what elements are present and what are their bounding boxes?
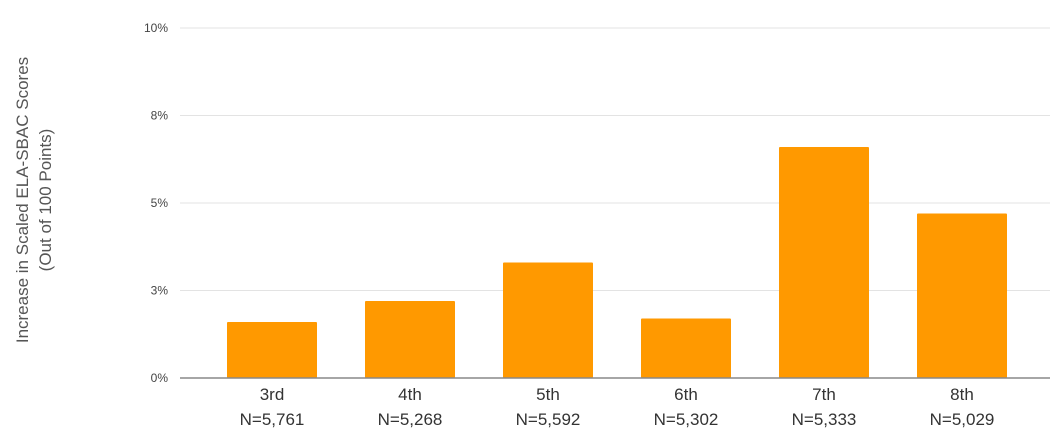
bar-8th <box>917 213 1007 378</box>
y-axis-ticks: 0% 3% 5% 8% 10% <box>144 21 168 385</box>
y-tick-label: 0% <box>151 371 169 385</box>
bars <box>227 147 1007 378</box>
x-axis-labels: 3rd N=5,761 4th N=5,268 5th N=5,592 6th N=5,302… <box>240 385 995 429</box>
gridlines <box>180 27 1050 291</box>
y-tick-label: 5% <box>151 196 169 210</box>
x-category-label: 8th <box>950 385 974 404</box>
x-sample-size-label: N=5,761 <box>240 410 305 429</box>
x-sample-size-label: N=5,268 <box>378 410 443 429</box>
y-axis-label-line-1: Increase in Scaled ELA-SBAC Scores <box>13 57 32 343</box>
x-sample-size-label: N=5,592 <box>516 410 581 429</box>
bar-7th <box>779 147 869 378</box>
y-tick-label: 10% <box>144 21 168 35</box>
y-axis-label-line-2: (Out of 100 Points) <box>36 129 55 272</box>
x-category-label: 5th <box>536 385 560 404</box>
x-category-label: 7th <box>812 385 836 404</box>
x-sample-size-label: N=5,029 <box>930 410 995 429</box>
x-category-label: 4th <box>398 385 422 404</box>
x-sample-size-label: N=5,302 <box>654 410 719 429</box>
x-category-label: 3rd <box>260 385 285 404</box>
bar-3rd <box>227 322 317 378</box>
x-sample-size-label: N=5,333 <box>792 410 857 429</box>
y-tick-label: 3% <box>151 284 169 298</box>
bar-6th <box>641 318 731 378</box>
x-category-label: 6th <box>674 385 698 404</box>
bar-4th <box>365 301 455 378</box>
y-tick-label: 8% <box>151 109 169 123</box>
bar-5th <box>503 262 593 378</box>
